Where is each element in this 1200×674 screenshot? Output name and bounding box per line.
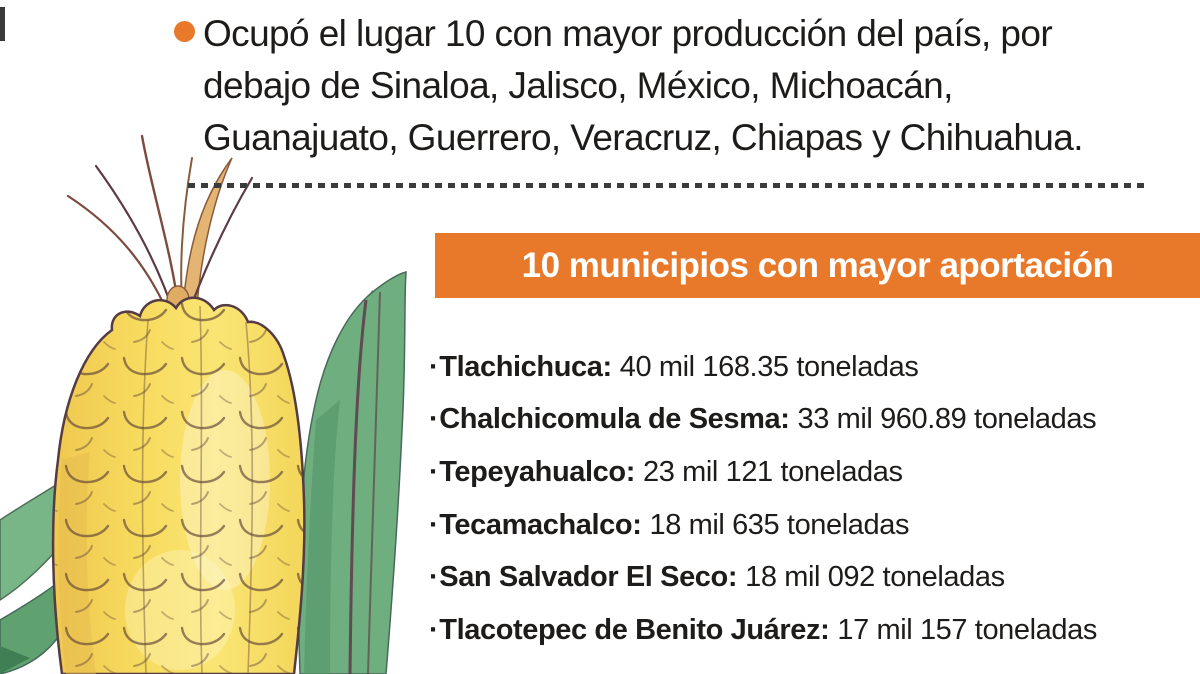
corn-silk <box>66 134 254 325</box>
list-item: · Tecamachalco: 18 mil 635 toneladas <box>429 499 1200 552</box>
item-bullet: · <box>429 561 439 594</box>
municipality-value: 18 mil 092 toneladas <box>745 561 1005 594</box>
list-item: · Tepeyahualco: 23 mil 121 toneladas <box>429 446 1200 499</box>
intro-paragraph: Ocupó el lugar 10 con mayor producción d… <box>203 8 1168 164</box>
list-item: · San Salvador El Seco: 18 mil 092 tonelad… <box>429 551 1200 604</box>
list-item: · Tlacotepec de Benito Juárez: 17 mil 157 … <box>429 604 1200 657</box>
bullet-icon <box>174 21 195 42</box>
municipality-name: Tecamachalco: <box>439 508 642 541</box>
municipality-name: Tepeyahualco: <box>439 455 635 488</box>
municipality-value: 40 mil 168.35 toneladas <box>619 350 919 383</box>
intro-line-2: debajo de Sinaloa, Jalisco, México, Mich… <box>203 65 953 106</box>
item-bullet: · <box>429 613 439 646</box>
municipality-value: 17 mil 157 toneladas <box>837 613 1097 646</box>
dashed-divider <box>188 183 1148 188</box>
list-item: · Tlachichuca: 40 mil 168.35 toneladas <box>429 341 1200 394</box>
list-item: · Chalchicomula de Sesma: 33 mil 960.89 to… <box>429 394 1200 447</box>
intro-line-1: Ocupó el lugar 10 con mayor producción d… <box>203 13 1053 54</box>
municipality-name: Tlacotepec de Benito Juárez: <box>439 613 830 646</box>
section-title: 10 municipios con mayor aportación <box>521 245 1114 285</box>
municipality-value: 23 mil 121 toneladas <box>642 455 903 488</box>
intro-line-3: Guanajuato, Guerrero, Veracruz, Chiapas … <box>203 117 1084 158</box>
municipality-value: 18 mil 635 toneladas <box>649 508 910 541</box>
municipality-name: Chalchicomula de Sesma: <box>439 403 790 436</box>
item-bullet: · <box>429 350 439 383</box>
municipality-list: · Tlachichuca: 40 mil 168.35 toneladas · Ch… <box>429 341 1200 657</box>
item-bullet: · <box>429 403 439 436</box>
municipality-name: San Salvador El Seco: <box>439 561 738 594</box>
municipality-value: 33 mil 960.89 toneladas <box>797 403 1097 436</box>
corn-illustration <box>0 134 407 674</box>
corn-leaf-right <box>297 271 407 674</box>
item-bullet: · <box>429 455 439 488</box>
section-title-bar: 10 municipios con mayor aportación <box>435 233 1200 298</box>
corn-cob <box>51 296 306 674</box>
municipality-name: Tlachichuca: <box>439 350 612 383</box>
item-bullet: · <box>429 508 439 541</box>
page-edge-mark <box>0 7 5 41</box>
